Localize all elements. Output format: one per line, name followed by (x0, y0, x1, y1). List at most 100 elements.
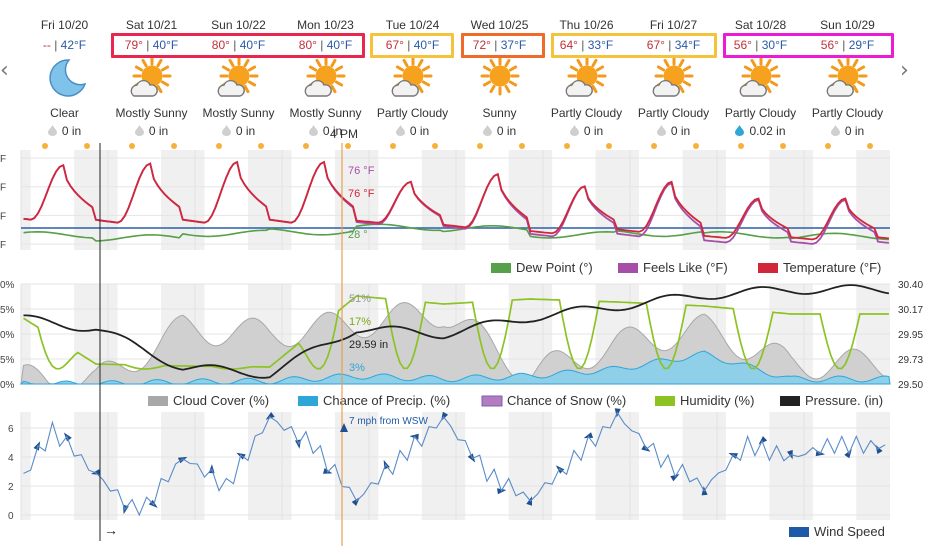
legend-temperature-label: Temperature (°F) (783, 260, 881, 275)
prev-arrow-icon[interactable]: ‹ (0, 58, 9, 83)
low-temp: 33°F (587, 38, 614, 52)
sun-icon (476, 54, 524, 102)
legend-cloud-cover-label: Cloud Cover (%) (173, 393, 269, 408)
cloud-y-tick-right: 29.95 (898, 330, 923, 341)
day-column-9[interactable]: Sun 10/29 56° | 29°F Partly Cloudy 0 in (804, 14, 891, 150)
condition-text: Mostly Sunny (115, 106, 188, 120)
low-temp: 40°F (326, 38, 353, 52)
day-column-6[interactable]: Thu 10/26 64° | 33°F Partly Cloudy 0 in (543, 14, 630, 150)
time-of-day-markers (825, 143, 873, 149)
temp-separator: | (229, 38, 240, 52)
legend-precip-label: Chance of Precip. (%) (323, 393, 450, 408)
cloud-y-tick-right: 29.73 (898, 355, 923, 366)
precip-value: 0 in (235, 124, 256, 138)
precip-amount: 0 in (630, 124, 717, 138)
low-temp: 34°F (674, 38, 701, 52)
temp-night-band (769, 150, 813, 250)
time-of-day-markers (216, 143, 264, 149)
wind-direction-arrow (467, 453, 476, 463)
cursor-feels-like: 76 °F (348, 165, 375, 177)
low-temp: 40°F (239, 38, 266, 52)
scroll-right-arrow: → (104, 522, 118, 538)
precip-value: 0 in (148, 124, 169, 138)
day-column-4[interactable]: Tue 10/24 67° | 40°F Partly Cloudy 0 in (369, 14, 456, 150)
cursor-precip: 3% (349, 362, 365, 374)
high-temp: 79° (124, 38, 143, 52)
raindrop-icon (134, 125, 144, 136)
dew-point-line (23, 223, 889, 242)
cloud-y-tick-left: 5% (0, 305, 15, 316)
high-temp: 56° (820, 38, 839, 52)
day-temps: 80° | 40°F (282, 38, 369, 52)
sun-cloud-icon (128, 54, 176, 102)
precip-value: 0 in (670, 124, 691, 138)
legend-pressure-label: Pressure. (in) (805, 393, 883, 408)
low-temp: 30°F (761, 38, 788, 52)
day-temps: 64° | 33°F (543, 38, 630, 52)
raindrop-icon (308, 125, 318, 136)
temp-separator: | (50, 38, 61, 52)
high-temp: 80° (298, 38, 317, 52)
legend-humidity-label: Humidity (%) (680, 393, 754, 408)
legend-precip-swatch (298, 396, 318, 406)
condition-text: Partly Cloudy (724, 106, 797, 120)
pressure-line (23, 284, 890, 379)
cloud-y-tick-left: 0% (0, 280, 15, 291)
wind-night-band (21, 412, 31, 520)
high-temp: 80° (211, 38, 230, 52)
day-column-5[interactable]: Wed 10/25 72° | 37°F Sunny 0 in (456, 14, 543, 150)
wind-direction-arrow (875, 444, 883, 455)
time-of-day-markers (42, 143, 90, 149)
temp-separator: | (403, 38, 414, 52)
day-column-0[interactable]: Fri 10/20 -- | 42°F Clear 0 in (21, 14, 108, 150)
low-temp: 37°F (500, 38, 527, 52)
cloud-y-tick-left: 0% (0, 330, 15, 341)
day-label: Sun 10/29 (820, 18, 875, 32)
day-label: Mon 10/23 (297, 18, 354, 32)
wind-direction-arrow (236, 452, 246, 460)
time-of-day-markers (738, 143, 786, 149)
condition-text: Mostly Sunny (289, 106, 362, 120)
high-temp: 72° (472, 38, 491, 52)
sun-cloud-icon (302, 54, 350, 102)
day-column-7[interactable]: Fri 10/27 67° | 34°F Partly Cloudy 0 in (630, 14, 717, 150)
low-temp: 40°F (413, 38, 440, 52)
legend-temperature-swatch (758, 263, 778, 273)
time-of-day-markers (303, 143, 351, 149)
highlight-box-orange (461, 33, 545, 58)
wind-direction-arrow (758, 436, 768, 445)
sun-cloud-icon (737, 54, 785, 102)
cursor-wind: 7 mph from WSW (349, 416, 428, 427)
day-temps: 67° | 34°F (630, 38, 717, 52)
wind-direction-arrow (63, 432, 72, 442)
raindrop-icon (830, 125, 840, 136)
day-label: Sat 10/21 (125, 18, 178, 32)
precip-amount: 0.02 in (717, 124, 804, 138)
day-column-1[interactable]: Sat 10/21 79° | 40°F Mostly Sunny 0 in (108, 14, 195, 150)
day-label: Fri 10/20 (40, 18, 89, 32)
wind-direction-arrow (265, 411, 275, 420)
temp-night-band (421, 150, 466, 250)
raindrop-icon (47, 125, 57, 136)
day-column-8[interactable]: Sat 10/28 56° | 30°F Partly Cloudy 0.02 in (717, 14, 804, 150)
cursor-cloud-cover: 51% (349, 293, 371, 305)
time-of-day-markers (564, 143, 612, 149)
wind-y-tick: 4 (8, 453, 14, 464)
day-column-2[interactable]: Sun 10/22 80° | 40°F Mostly Sunny 0 in (195, 14, 282, 150)
day-label: Sun 10/22 (211, 18, 266, 32)
day-temps: -- | 42°F (21, 38, 108, 52)
legend-dew-point-swatch (491, 263, 511, 273)
high-temp: 64° (559, 38, 578, 52)
day-column-3[interactable]: Mon 10/23 80° | 40°F Mostly Sunny 0 in (282, 14, 369, 150)
low-temp: 42°F (60, 38, 87, 52)
moon-icon (41, 54, 89, 102)
condition-text: Partly Cloudy (637, 106, 710, 120)
legend-feels-like-label: Feels Like (°F) (643, 260, 728, 275)
next-arrow-icon[interactable]: › (900, 58, 909, 83)
precip-amount: 0 in (804, 124, 891, 138)
low-temp: 40°F (152, 38, 179, 52)
wind-night-band (595, 412, 640, 520)
legend-feels-like-swatch (618, 263, 638, 273)
wind-night-band (421, 412, 466, 520)
